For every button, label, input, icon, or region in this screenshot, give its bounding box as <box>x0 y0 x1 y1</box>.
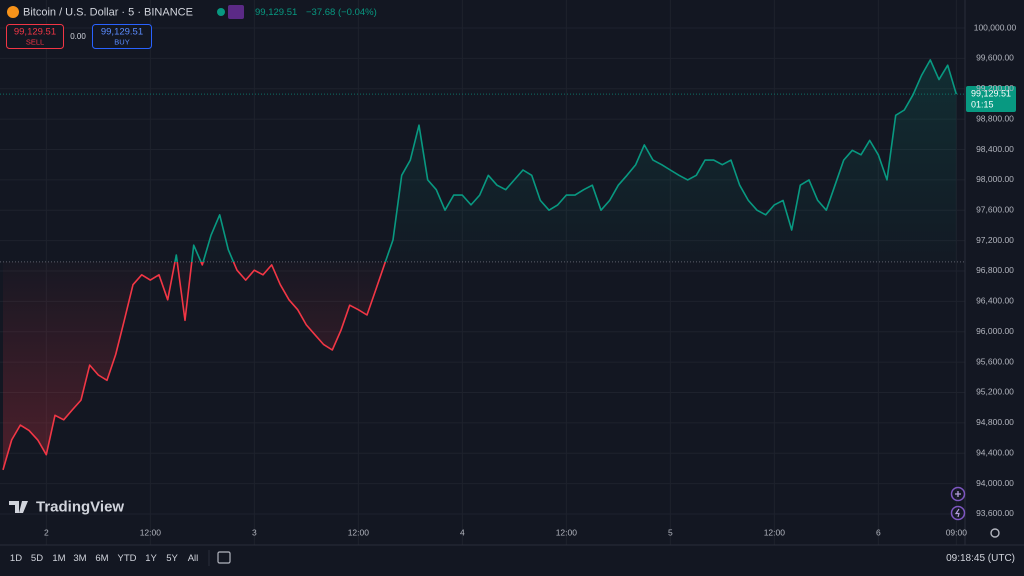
buy-price: 99,129.51 <box>101 27 143 38</box>
y-tick-label: 98,400.00 <box>976 144 1014 154</box>
price-line <box>2 59 958 471</box>
y-tick-label: 98,000.00 <box>976 174 1014 184</box>
x-tick-label: 09:00 <box>946 527 968 537</box>
range-bar: 1D 5D 1M 3M 6M YTD 1Y 5Y All <box>10 553 198 564</box>
x-tick-label: 4 <box>460 527 465 537</box>
sell-button[interactable] <box>6 24 64 49</box>
y-tick-label: 99,600.00 <box>976 53 1014 63</box>
range-button[interactable]: 1Y <box>145 553 157 564</box>
logo-mark <box>9 501 28 513</box>
x-tick-label: 12:00 <box>764 527 786 537</box>
symbol-title: Bitcoin / U.S. Dollar · 5 · BINANCE <box>23 6 193 18</box>
buy-button[interactable] <box>92 24 152 49</box>
range-button[interactable]: All <box>188 553 199 564</box>
spread: 0.00 <box>70 32 86 41</box>
range-button[interactable]: 3M <box>73 553 86 564</box>
y-tick-label: 96,000.00 <box>976 326 1014 336</box>
add-icon[interactable] <box>950 486 966 502</box>
watermark: TradingView <box>36 498 124 515</box>
price-tag-price: 99,129.51 <box>971 88 1011 98</box>
y-tick-label: 93,600.00 <box>976 508 1014 518</box>
y-tick-label: 97,200.00 <box>976 235 1014 245</box>
coin-icon <box>7 6 19 18</box>
header-change: −37.68 (−0.04%) <box>306 7 377 18</box>
range-button[interactable]: 5Y <box>166 553 178 564</box>
y-tick-label: 94,800.00 <box>976 417 1014 427</box>
y-tick-label: 95,200.00 <box>976 387 1014 397</box>
price-tag <box>966 86 1016 112</box>
y-tick-label: 94,400.00 <box>976 447 1014 457</box>
market-status[interactable] <box>217 8 225 16</box>
plot <box>0 59 965 471</box>
x-tick-label: 5 <box>668 527 673 537</box>
range-button[interactable]: 5D <box>31 553 43 564</box>
buy-label: BUY <box>114 37 129 46</box>
x-tick-label: 12:00 <box>556 527 578 537</box>
x-tick-label: 6 <box>876 527 881 537</box>
alert-icon-glyph <box>954 508 960 518</box>
x-tick-label: 12:00 <box>348 527 370 537</box>
y-tick-label: 97,600.00 <box>976 204 1014 214</box>
y-tick-label: 96,800.00 <box>976 265 1014 275</box>
date-range-icon[interactable] <box>217 551 231 564</box>
y-tick-label: 98,800.00 <box>976 113 1014 123</box>
x-tick-label: 2 <box>44 527 49 537</box>
clock: 09:18:45 (UTC) <box>946 553 1015 564</box>
y-tick-label: 96,400.00 <box>976 296 1014 306</box>
range-button[interactable]: YTD <box>118 553 137 564</box>
x-tick-label: 3 <box>252 527 257 537</box>
y-tick-label: 95,600.00 <box>976 356 1014 366</box>
range-button[interactable]: 1D <box>10 553 22 564</box>
range-button[interactable]: 1M <box>52 553 65 564</box>
y-tick-label: 100,000.00 <box>974 22 1017 32</box>
settings-icon[interactable] <box>990 528 1000 538</box>
header-price: 99,129.51 <box>255 7 297 18</box>
sell-label: SELL <box>26 37 44 46</box>
indicator-button[interactable] <box>228 5 244 19</box>
y-tick-label: 94,000.00 <box>976 478 1014 488</box>
range-button[interactable]: 6M <box>95 553 108 564</box>
x-tick-label: 12:00 <box>140 527 162 537</box>
add-icon-glyph <box>955 491 961 497</box>
alert-icon[interactable] <box>950 505 966 521</box>
y-tick-label: 99,200.00 <box>976 83 1014 93</box>
price-tag-countdown: 01:15 <box>971 99 994 109</box>
sell-price: 99,129.51 <box>14 27 56 38</box>
